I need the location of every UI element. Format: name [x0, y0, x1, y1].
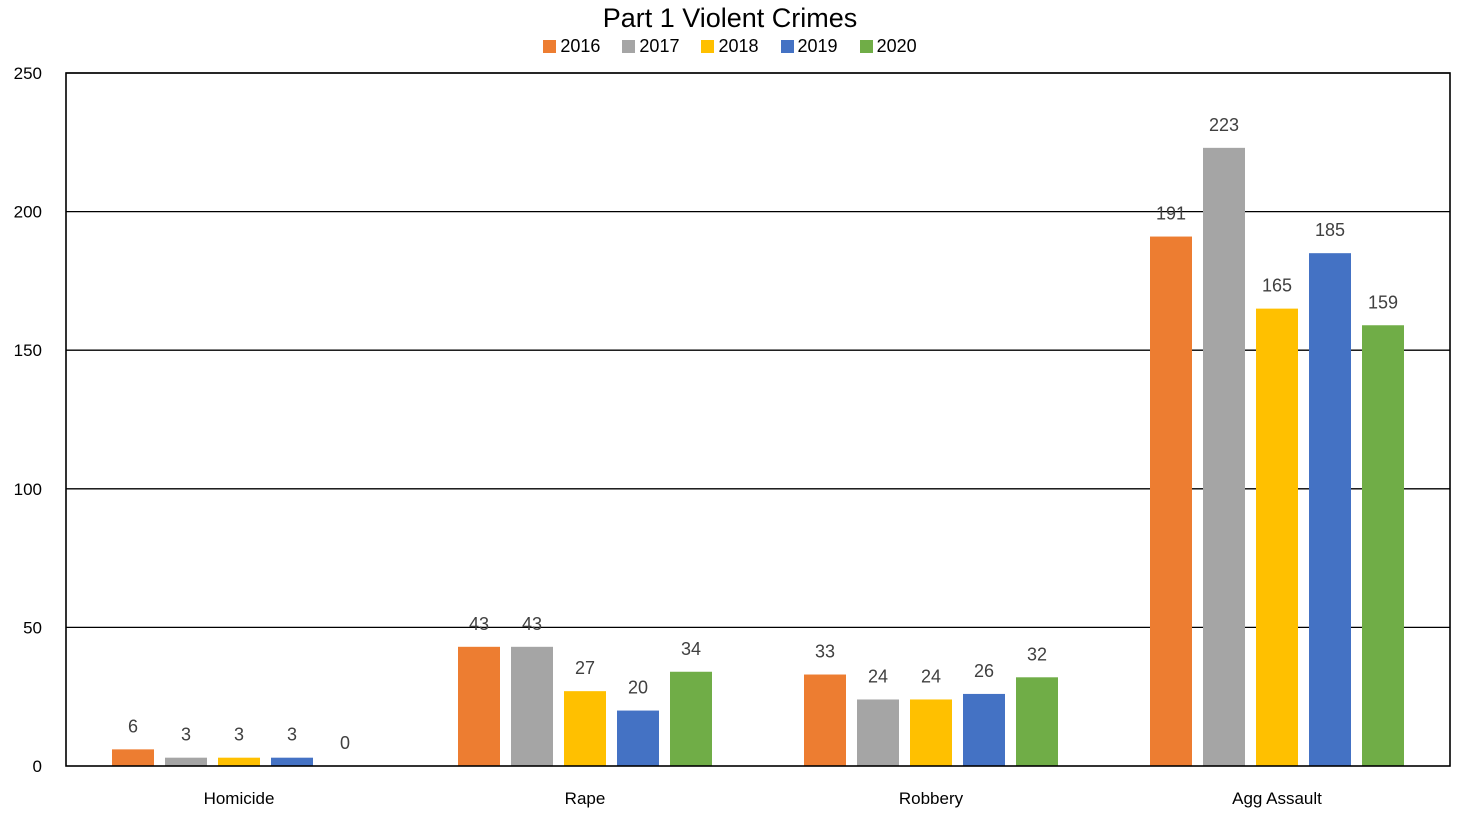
legend-item-2020: 2020 — [859, 35, 917, 57]
bar-2019-rape — [617, 710, 659, 766]
bar-2018-robbery — [910, 699, 952, 766]
legend-label: 2020 — [876, 36, 917, 56]
data-label: 43 — [522, 614, 542, 634]
y-tick-label: 100 — [14, 480, 42, 499]
bar-2018-homicide — [218, 757, 260, 766]
legend-swatch — [543, 39, 557, 53]
data-label: 3 — [181, 725, 191, 745]
bar-2018-rape — [564, 691, 606, 766]
data-label: 43 — [469, 614, 489, 634]
legend-swatch — [780, 39, 794, 53]
legend-item-2018: 2018 — [701, 35, 759, 57]
bar-2016-rape — [458, 646, 500, 766]
data-label: 26 — [974, 661, 994, 681]
x-tick-label: Agg Assault — [1232, 789, 1322, 808]
y-tick-label: 50 — [23, 618, 42, 637]
y-tick-label: 250 — [14, 64, 42, 83]
data-label: 6 — [128, 716, 138, 736]
data-label: 32 — [1027, 644, 1047, 664]
data-label: 159 — [1368, 292, 1398, 312]
legend-item-2017: 2017 — [622, 35, 679, 57]
bar-2019-homicide — [271, 757, 313, 766]
bar-2016-agg-assault — [1150, 236, 1192, 767]
bar-2016-homicide — [112, 749, 154, 766]
legend-item-2016: 2016 — [543, 35, 600, 57]
data-label: 191 — [1156, 204, 1186, 224]
legend-label: 2016 — [560, 36, 601, 56]
plot-area-border — [65, 72, 1451, 767]
legend-swatch — [859, 39, 873, 53]
bar-2017-rape — [511, 646, 553, 766]
x-tick-label: Rape — [565, 789, 606, 808]
x-tick-label: Homicide — [204, 789, 275, 808]
legend-item-2019: 2019 — [780, 35, 838, 57]
data-label: 20 — [628, 678, 648, 698]
data-label: 3 — [287, 725, 297, 745]
legend-label: 2018 — [718, 36, 759, 56]
bar-2020-rape — [670, 671, 712, 766]
y-tick-label: 150 — [14, 341, 42, 360]
data-label: 223 — [1209, 115, 1239, 135]
data-label: 33 — [815, 642, 835, 662]
data-label: 3 — [234, 725, 244, 745]
data-label: 0 — [340, 733, 350, 753]
y-tick-label: 0 — [33, 757, 42, 776]
data-label: 34 — [681, 639, 701, 659]
data-label: 24 — [868, 666, 888, 686]
y-tick-label: 200 — [14, 203, 42, 222]
bar-2019-robbery — [963, 693, 1005, 766]
bar-2017-robbery — [857, 699, 899, 766]
bar-2018-agg-assault — [1256, 308, 1298, 766]
bar-2017-homicide — [165, 757, 207, 766]
bar-2017-agg-assault — [1203, 147, 1245, 766]
x-tick-label: Robbery — [899, 789, 964, 808]
data-label: 185 — [1315, 220, 1345, 240]
bars — [112, 147, 1404, 767]
data-label: 165 — [1262, 276, 1292, 296]
bar-2020-robbery — [1016, 677, 1058, 766]
bar-2016-robbery — [804, 674, 846, 766]
bar-2020-agg-assault — [1362, 325, 1404, 766]
bar-2019-agg-assault — [1309, 253, 1351, 766]
legend-label: 2017 — [639, 36, 680, 56]
legend: 2016 2017 2018 2019 2020 — [0, 35, 1460, 57]
chart-title: Part 1 Violent Crimes — [602, 3, 858, 33]
legend-swatch — [701, 39, 715, 53]
data-label: 27 — [575, 658, 595, 678]
data-label: 24 — [921, 666, 941, 686]
legend-label: 2019 — [797, 36, 838, 56]
legend-swatch — [622, 39, 636, 53]
